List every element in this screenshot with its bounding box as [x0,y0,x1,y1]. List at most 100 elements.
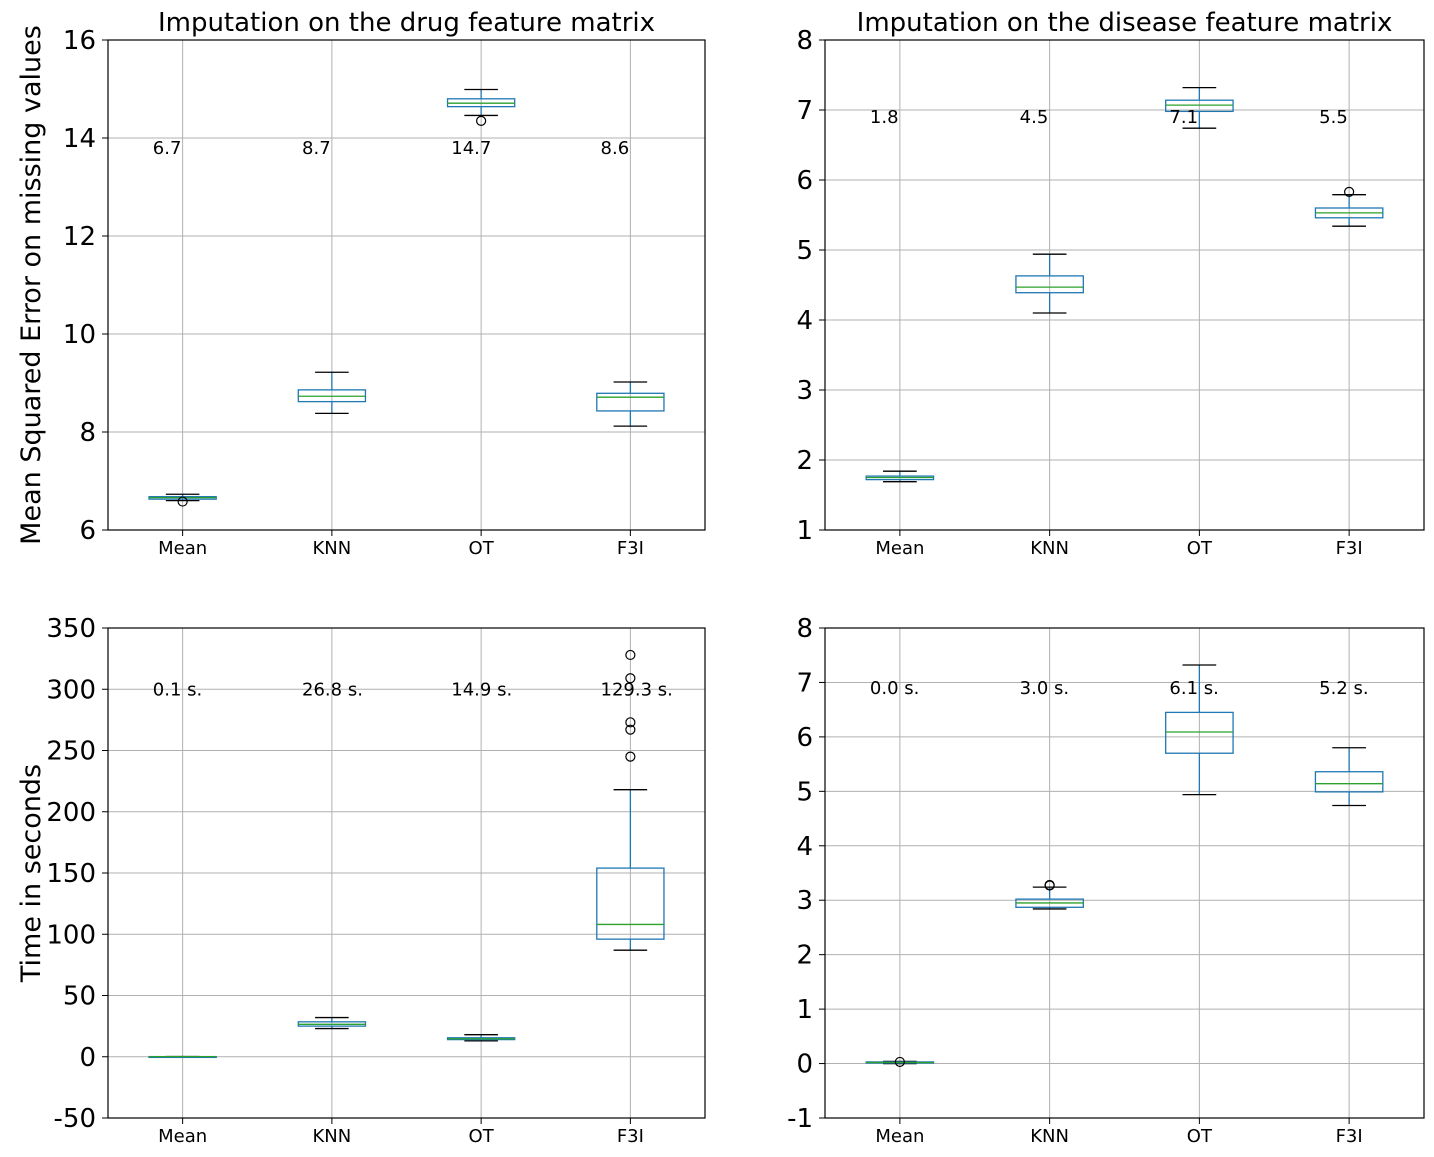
annotation-label: 5.2 s. [1319,678,1368,699]
panel-drug-time: -50 0 50 100 150 200 250 300 350 Mean KNN OT F3I 0.1 … [16,614,706,1147]
y-tick-label: 10 [63,320,96,350]
x-tick-label: OT [469,1126,495,1147]
box-f3i [1314,747,1384,807]
y-tick-label: 3 [796,886,813,916]
y-tick-label: 4 [796,832,813,862]
box-f3i [596,381,665,427]
box-ot [1165,86,1234,129]
x-tick-label: F3I [1336,538,1363,559]
x-tick-label: KNN [1030,1126,1069,1147]
axes-frame [107,39,706,531]
box-ot [446,88,516,126]
y-tick-label: 1 [796,516,813,546]
y-tick-label: 1 [796,995,813,1025]
annotation-label: 7.1 [1169,107,1198,128]
annotation-label: 3.0 s. [1020,678,1069,699]
y-tick-label: 5 [796,777,813,807]
box-mean [865,470,935,483]
y-tick-label: 350 [46,614,96,644]
annotation-label: 14.7 [451,138,491,159]
x-tick-label: F3I [1336,1126,1363,1147]
outlier-point [625,751,636,762]
x-tick-label: Mean [875,538,924,559]
x-tick-label: KNN [313,1126,352,1147]
y-tick-label: 3 [796,376,813,406]
box-f3i [1314,186,1384,227]
annotation-label: 5.5 [1319,107,1348,128]
annotation-label: 0.0 s. [870,678,919,699]
annotation-label: 129.3 s. [601,679,673,700]
box-iqr [1165,711,1234,754]
x-tick-label: F3I [617,1126,644,1147]
y-axis-label: Mean Squared Error on missing values [16,25,47,545]
y-tick-label: 6 [79,516,96,546]
annotation-label: 8.7 [302,138,331,159]
y-tick-label: -1 [787,1104,813,1134]
x-tick-label: KNN [313,538,352,559]
x-tick-label: OT [1187,1126,1213,1147]
box-mean [148,493,217,507]
outlier-point [625,717,636,728]
y-tick-label: 250 [46,737,96,767]
panel-drug-mse: 6 8 10 12 14 16 Mean KNN OT F3I 6.7 8.7 14.7 8.6 Imput… [16,8,706,559]
box-knn [1015,879,1084,910]
y-tick-label: 0 [79,1043,96,1073]
box-mean [865,1056,935,1068]
y-tick-label: 100 [46,920,96,950]
x-tick-label: F3I [617,538,644,559]
y-tick-label: 6 [796,166,813,196]
y-tick-label: 7 [796,96,813,126]
y-tick-label: 5 [796,236,813,266]
x-tick-label: Mean [158,538,207,559]
y-tick-label: 2 [796,446,813,476]
box-knn [297,371,367,415]
box-iqr [1314,771,1384,793]
y-tick-label: 0 [796,1050,813,1080]
y-tick-label: 7 [796,668,813,698]
outlier-point [625,649,636,661]
annotation-label: 6.1 s. [1169,678,1218,699]
annotation-label: 1.8 [870,107,899,128]
x-tick-label: Mean [158,1126,207,1147]
axes-frame [824,39,1425,531]
y-tick-label: 16 [63,26,96,56]
box-ot [1165,664,1234,796]
y-tick-label: 14 [63,124,96,154]
annotation-label: 6.7 [153,138,182,159]
y-tick-label: -50 [54,1104,96,1134]
x-tick-label: Mean [875,1126,924,1147]
y-tick-label: 150 [46,859,96,889]
y-tick-label: 8 [79,418,96,448]
y-tick-label: 8 [796,614,813,644]
outlier-point [625,724,636,735]
y-tick-label: 2 [796,941,813,971]
y-tick-label: 50 [63,982,96,1012]
outlier-point [177,496,188,507]
box-iqr [1015,275,1084,294]
box-iqr [596,867,665,940]
y-tick-label: 12 [63,222,96,252]
y-tick-label: 300 [46,675,96,705]
y-axis-label: Time in seconds [16,764,47,983]
box-mean [148,1055,217,1059]
x-tick-label: OT [1187,538,1213,559]
box-knn [1015,253,1084,314]
y-tick-label: 8 [796,26,813,56]
outlier-point [1344,186,1355,197]
box-f3i [596,649,665,951]
chart-title: Imputation on the disease feature matrix [857,8,1393,38]
y-tick-label: 200 [46,798,96,828]
panel-disease-mse: 1 2 3 4 5 6 7 8 Mean KNN OT F3I 1.8 4.5 7.1 5.5 Imputati… [796,8,1425,559]
box-iqr [596,392,665,412]
outlier-point [1044,879,1055,891]
annotation-label: 8.6 [601,138,630,159]
outlier-point [476,115,487,126]
annotation-label: 4.5 [1020,107,1049,128]
outlier-point [894,1056,905,1068]
axes-frame [107,627,706,1119]
annotation-label: 14.9 s. [451,679,512,700]
annotation-label: 26.8 s. [302,679,363,700]
y-tick-label: 4 [796,306,813,336]
outlier-point [625,673,636,684]
